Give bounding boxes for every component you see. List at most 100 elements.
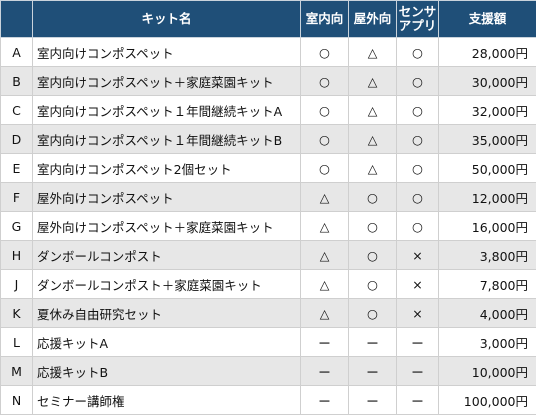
cell-id: D <box>1 125 33 154</box>
cell-price: 50,000円 <box>439 154 536 183</box>
cell-id: G <box>1 212 33 241</box>
cell-indoor: △ <box>301 241 349 270</box>
cell-id: H <box>1 241 33 270</box>
cell-price: 100,000円 <box>439 386 536 415</box>
cell-price: 30,000円 <box>439 67 536 96</box>
cell-indoor: ○ <box>301 154 349 183</box>
header-sensor-line1: センサ <box>399 4 437 19</box>
cell-sensor-app: × <box>397 270 439 299</box>
cell-price: 7,800円 <box>439 270 536 299</box>
cell-price: 28,000円 <box>439 38 536 67</box>
cell-outdoor: △ <box>349 96 397 125</box>
cell-outdoor: ー <box>349 328 397 357</box>
header-price: 支援額 <box>439 1 536 38</box>
cell-kit-name: ダンボールコンポスト＋家庭菜園キット <box>33 270 301 299</box>
cell-sensor-app: ○ <box>397 67 439 96</box>
cell-sensor-app: ○ <box>397 125 439 154</box>
cell-price: 3,800円 <box>439 241 536 270</box>
cell-indoor: △ <box>301 299 349 328</box>
cell-sensor-app: ○ <box>397 183 439 212</box>
cell-price: 10,000円 <box>439 357 536 386</box>
cell-price: 35,000円 <box>439 125 536 154</box>
header-indoor: 室内向 <box>301 1 349 38</box>
cell-indoor: △ <box>301 183 349 212</box>
cell-kit-name: 屋外向けコンポスペット <box>33 183 301 212</box>
cell-kit-name: ダンボールコンポスト <box>33 241 301 270</box>
cell-outdoor: ○ <box>349 270 397 299</box>
cell-kit-name: 応援キットB <box>33 357 301 386</box>
cell-indoor: ○ <box>301 125 349 154</box>
cell-price: 16,000円 <box>439 212 536 241</box>
cell-outdoor: △ <box>349 38 397 67</box>
cell-indoor: △ <box>301 270 349 299</box>
cell-id: M <box>1 357 33 386</box>
cell-price: 32,000円 <box>439 96 536 125</box>
cell-kit-name: 夏休み自由研究セット <box>33 299 301 328</box>
table-header-row: キット名 室内向 屋外向 センサアプリ 支援額 <box>1 1 536 38</box>
header-outdoor: 屋外向 <box>349 1 397 38</box>
cell-id: F <box>1 183 33 212</box>
cell-id: K <box>1 299 33 328</box>
cell-outdoor: ○ <box>349 212 397 241</box>
cell-sensor-app: ○ <box>397 96 439 125</box>
cell-indoor: ー <box>301 328 349 357</box>
cell-kit-name: 室内向けコンポスペット <box>33 38 301 67</box>
cell-outdoor: △ <box>349 154 397 183</box>
cell-outdoor: ○ <box>349 183 397 212</box>
cell-indoor: ○ <box>301 67 349 96</box>
cell-id: B <box>1 67 33 96</box>
cell-id: A <box>1 38 33 67</box>
cell-outdoor: △ <box>349 67 397 96</box>
cell-indoor: ー <box>301 357 349 386</box>
cell-id: E <box>1 154 33 183</box>
cell-sensor-app: ー <box>397 328 439 357</box>
cell-price: 3,000円 <box>439 328 536 357</box>
cell-outdoor: ー <box>349 357 397 386</box>
cell-kit-name: 室内向けコンポスペット＋家庭菜園キット <box>33 67 301 96</box>
cell-kit-name: セミナー講師権 <box>33 386 301 415</box>
cell-id: J <box>1 270 33 299</box>
header-id <box>1 1 33 38</box>
cell-price: 4,000円 <box>439 299 536 328</box>
cell-outdoor: ○ <box>349 299 397 328</box>
cell-id: L <box>1 328 33 357</box>
cell-sensor-app: × <box>397 299 439 328</box>
header-sensor-line2: アプリ <box>399 18 437 33</box>
cell-outdoor: ー <box>349 386 397 415</box>
cell-sensor-app: × <box>397 241 439 270</box>
cell-kit-name: 屋外向けコンポスペット＋家庭菜園キット <box>33 212 301 241</box>
cell-sensor-app: ー <box>397 357 439 386</box>
cell-outdoor: △ <box>349 125 397 154</box>
cell-indoor: ー <box>301 386 349 415</box>
header-sensor-app: センサアプリ <box>397 1 439 38</box>
cell-kit-name: 室内向けコンポスペット１年間継続キットB <box>33 125 301 154</box>
cell-kit-name: 室内向けコンポスペット2個セット <box>33 154 301 183</box>
cell-id: C <box>1 96 33 125</box>
cell-sensor-app: ○ <box>397 154 439 183</box>
cell-indoor: ○ <box>301 38 349 67</box>
cell-price: 12,000円 <box>439 183 536 212</box>
header-kit-name: キット名 <box>33 1 301 38</box>
cell-indoor: △ <box>301 212 349 241</box>
cell-sensor-app: ○ <box>397 38 439 67</box>
cell-outdoor: ○ <box>349 241 397 270</box>
cell-sensor-app: ー <box>397 386 439 415</box>
cell-sensor-app: ○ <box>397 212 439 241</box>
cell-indoor: ○ <box>301 96 349 125</box>
cell-kit-name: 室内向けコンポスペット１年間継続キットA <box>33 96 301 125</box>
